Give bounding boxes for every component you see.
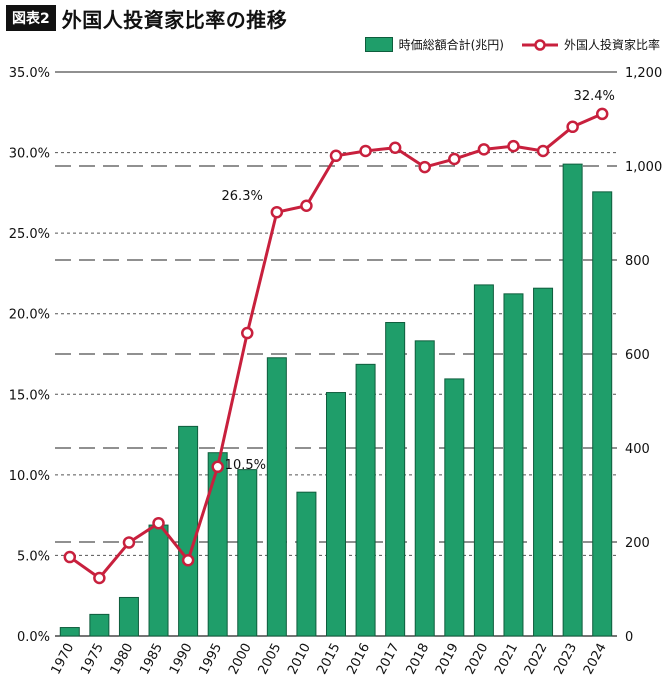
ratio-point-2018 xyxy=(418,160,431,174)
x-tick-label: 2021 xyxy=(492,641,521,677)
ratio-point-2021 xyxy=(507,139,520,153)
ratio-point-1985 xyxy=(152,516,165,530)
ratio-point-2024 xyxy=(595,107,609,121)
ratio-point-2015 xyxy=(329,149,343,163)
ratio-point-2022 xyxy=(536,144,550,158)
right-tick-label: 600 xyxy=(625,348,650,363)
right-tick-label: 1,200 xyxy=(625,66,662,81)
ratio-point-1980 xyxy=(122,536,136,549)
ratio-point-2010 xyxy=(300,199,313,212)
x-tick-label: 2023 xyxy=(551,641,580,677)
bar-2020 xyxy=(473,284,494,637)
right-tick-label: 200 xyxy=(625,536,650,551)
legend-line-swatch xyxy=(521,38,558,51)
left-tick-label: 10.0% xyxy=(9,469,50,484)
legend-line-label: 外国人投資家比率 xyxy=(563,38,660,52)
ratio-point-2017 xyxy=(388,141,402,154)
legend-bar-swatch xyxy=(364,37,393,52)
bar-2018 xyxy=(414,340,435,637)
bar-2010 xyxy=(296,491,317,637)
ratio-point-1975 xyxy=(93,571,106,585)
bar-2024 xyxy=(592,191,613,637)
ratio-point-2016 xyxy=(359,144,372,158)
x-tick-label: 2016 xyxy=(344,641,373,677)
x-tick-label: 2024 xyxy=(581,641,610,677)
x-tick-label: 1995 xyxy=(196,641,225,677)
bar-2021 xyxy=(503,293,524,637)
x-tick-label: 2015 xyxy=(315,641,344,677)
chart-header: 図表2 外国人投資家比率の推移 xyxy=(6,4,287,32)
bar-1985 xyxy=(148,524,169,637)
bar-2000 xyxy=(237,469,258,637)
bar-2022 xyxy=(533,287,554,637)
x-tick-label: 1980 xyxy=(108,641,137,677)
ratio-point-1970 xyxy=(63,550,77,564)
bar-1995 xyxy=(207,452,228,637)
annotation-2005: 26.3% xyxy=(222,189,263,204)
bar-2017 xyxy=(385,322,406,637)
left-tick-label: 15.0% xyxy=(9,388,50,403)
x-tick-label: 1970 xyxy=(49,641,78,677)
bar-1970 xyxy=(59,627,80,637)
left-tick-label: 20.0% xyxy=(9,308,50,323)
figure-badge: 図表2 xyxy=(6,5,56,31)
bar-1990 xyxy=(178,425,199,637)
x-tick-label: 2020 xyxy=(463,641,492,677)
legend-bar-label: 時価総額合計(兆円) xyxy=(398,38,504,52)
chart-legend: 時価総額合計(兆円) 外国人投資家比率 xyxy=(347,36,660,53)
ratio-point-2019 xyxy=(448,152,461,166)
right-tick-label: 400 xyxy=(625,442,650,457)
right-tick-label: 0 xyxy=(625,630,633,645)
x-tick-label: 1985 xyxy=(137,641,166,677)
left-tick-label: 0.0% xyxy=(17,630,50,645)
bar-1975 xyxy=(89,613,110,637)
legend-item-line: 外国人投資家比率 xyxy=(521,36,660,53)
left-tick-label: 5.0% xyxy=(17,549,50,564)
left-tick-label: 35.0% xyxy=(9,66,50,81)
x-tick-label: 2005 xyxy=(256,641,285,677)
ratio-point-2023 xyxy=(566,120,579,134)
bar-2016 xyxy=(355,363,376,637)
bar-2023 xyxy=(562,163,583,637)
ratio-point-2005 xyxy=(270,205,284,219)
bar-1980 xyxy=(118,596,139,637)
bar-2015 xyxy=(326,392,346,637)
ratio-point-2020 xyxy=(477,143,491,156)
right-tick-label: 1,000 xyxy=(625,160,662,175)
annotation-2024: 32.4% xyxy=(574,89,615,104)
annotation-1995: 10.5% xyxy=(225,458,266,473)
x-tick-label: 2022 xyxy=(522,641,551,677)
x-tick-label: 1990 xyxy=(167,641,196,677)
left-tick-label: 30.0% xyxy=(9,147,50,162)
bar-2019 xyxy=(444,378,465,637)
chart-title: 外国人投資家比率の推移 xyxy=(61,7,288,32)
ratio-point-1990 xyxy=(181,554,195,567)
ratio-point-2000 xyxy=(241,326,254,340)
ratio-point-1995 xyxy=(211,460,224,474)
x-tick-label: 1975 xyxy=(78,641,107,677)
x-tick-label: 2010 xyxy=(285,641,314,677)
bar-2005 xyxy=(266,357,287,637)
x-tick-label: 2018 xyxy=(403,641,432,677)
x-tick-label: 2017 xyxy=(374,641,403,677)
x-tick-label: 2019 xyxy=(433,641,462,677)
legend-item-bar: 時価総額合計(兆円) xyxy=(364,36,504,53)
left-tick-label: 25.0% xyxy=(9,227,50,242)
right-tick-label: 800 xyxy=(625,254,650,269)
x-tick-label: 2000 xyxy=(226,641,255,677)
